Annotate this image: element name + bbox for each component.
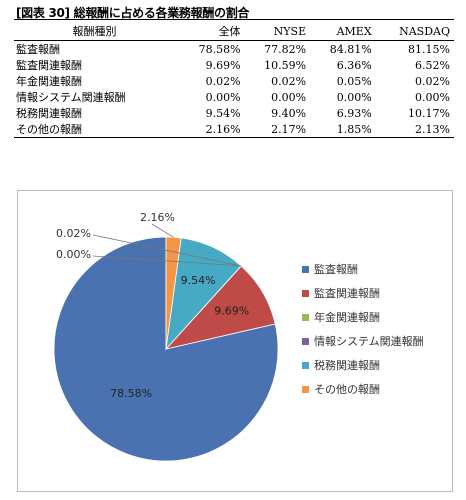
table-header-row: 報酬種別 全体 NYSE AMEX NASDAQ [14,22,454,41]
legend-label: 年金関連報酬 [314,310,380,324]
pie-data-label: 9.54% [181,274,216,287]
cell-nyse: 0.00% [271,90,307,104]
row-label: 情報システム関連報酬 [16,91,126,104]
legend-swatch [302,338,309,345]
table-row: その他の報酬 2.16% 2.17% 1.85% 2.13% [14,121,454,138]
table-row: 情報システム関連報酬 0.00% 0.00% 0.00% 0.00% [14,89,454,105]
cell-nasdaq: 0.00% [415,90,450,104]
table-row: 年金関連報酬 0.02% 0.02% 0.05% 0.02% [14,73,454,89]
pie-data-label: 9.69% [214,305,249,318]
legend-label: 監査関連報酬 [314,286,380,300]
header-amex: AMEX [310,22,376,41]
row-label: 税務関連報酬 [16,107,82,120]
leader-line [92,255,242,267]
cell-nasdaq: 10.17% [408,106,450,120]
legend-swatch [302,362,309,369]
leader-line [92,234,242,267]
pie-slice [53,236,279,462]
header-nyse: NYSE [244,22,311,41]
legend-label: 監査報酬 [314,262,358,276]
cell-nyse: 0.02% [271,74,307,88]
pie-chart-area: 78.58% 9.69% 0.02% 0.00% 9.54% 2.16% 監査報酬監査関連報… [17,190,453,492]
cell-nyse: 10.59% [264,58,307,72]
cell-nasdaq: 0.02% [415,74,450,88]
header-nasdaq: NASDAQ [375,22,454,41]
leader-line [151,223,174,238]
legend-label: 情報システム関連報酬 [314,334,424,348]
cell-nyse: 77.82% [264,42,307,56]
row-label: 監査関連報酬 [16,59,82,72]
cell-all: 9.69% [205,58,241,72]
cell-all: 2.16% [179,121,245,138]
table-row: 監査報酬 78.58% 77.82% 84.81% 81.15% [14,41,454,58]
table-row: 税務関連報酬 9.54% 9.40% 6.93% 10.17% [14,105,454,121]
pie-data-label: 2.16% [140,211,175,224]
cell-amex: 6.93% [336,106,372,120]
cell-nasdaq: 81.15% [408,42,450,56]
legend-swatch [302,290,309,297]
pie-chart: 78.58% 9.69% 0.02% 0.00% 9.54% 2.16% 監査報酬監査関連報… [53,211,424,462]
cell-amex: 84.81% [329,42,372,56]
cell-nasdaq: 6.52% [415,58,450,72]
cell-nyse: 2.17% [244,121,311,138]
cell-amex: 1.85% [310,121,376,138]
pie-data-label: 0.02% [56,227,91,240]
row-label: 年金関連報酬 [16,75,82,88]
header-fee-type: 報酬種別 [14,22,180,41]
row-label: 監査報酬 [16,43,60,56]
cell-amex: 0.05% [336,74,372,88]
cell-all: 9.54% [205,106,241,120]
legend-label: 税務関連報酬 [314,358,380,372]
cell-all: 78.58% [198,42,241,56]
figure-title: [図表 30] 総報酬に占める各業務報酬の割合 [16,6,250,20]
header-all: 全体 [179,22,245,41]
cell-nasdaq: 2.13% [375,121,454,138]
cell-amex: 0.00% [336,90,372,104]
cell-nyse: 9.40% [271,106,307,120]
cell-all: 0.00% [205,90,241,104]
row-label: その他の報酬 [14,121,180,138]
table-row: 監査関連報酬 9.69% 10.59% 6.36% 6.52% [14,57,454,73]
legend-swatch [302,314,309,321]
legend-label: その他の報酬 [314,383,380,396]
pie-data-label: 78.58% [110,387,152,400]
cell-amex: 6.36% [336,58,372,72]
title-rule [14,19,454,20]
legend-swatch [302,266,309,273]
pie-data-label: 0.00% [56,248,91,261]
fee-table: 報酬種別 全体 NYSE AMEX NASDAQ 監査報酬 78.58% 77.… [14,22,454,138]
cell-all: 0.02% [205,74,241,88]
legend-swatch [302,386,309,393]
